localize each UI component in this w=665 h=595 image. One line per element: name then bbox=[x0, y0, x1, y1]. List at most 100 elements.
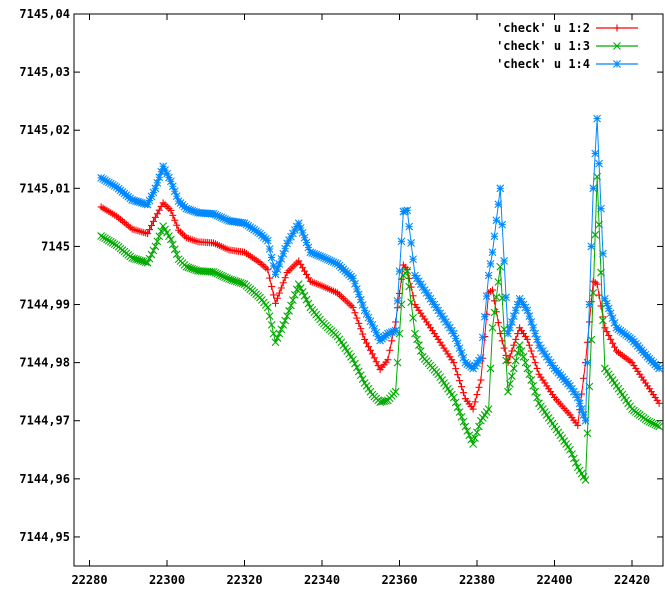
data-point bbox=[459, 389, 467, 397]
data-point bbox=[489, 286, 496, 294]
data-point bbox=[450, 359, 458, 367]
data-point bbox=[352, 363, 361, 372]
data-point bbox=[603, 328, 611, 336]
legend-marker bbox=[613, 24, 621, 32]
legend: 'check' u 1:2 'check' u 1:3 'check' u 1:4 bbox=[496, 21, 638, 71]
legend-label: 'check' u 1:3 bbox=[496, 39, 590, 53]
data-point bbox=[494, 200, 503, 209]
data-point bbox=[409, 314, 417, 322]
data-point bbox=[465, 431, 474, 440]
data-point bbox=[275, 260, 284, 268]
data-point bbox=[496, 330, 504, 338]
data-point bbox=[471, 398, 479, 406]
data-point bbox=[298, 288, 307, 296]
data-point bbox=[597, 302, 605, 310]
data-point bbox=[355, 319, 363, 327]
data-point bbox=[281, 316, 290, 325]
data-point bbox=[289, 296, 297, 305]
data-point bbox=[372, 358, 380, 366]
data-point bbox=[475, 422, 483, 431]
y-tick-label: 7144,97 bbox=[19, 414, 70, 428]
data-point bbox=[587, 335, 596, 344]
data-point bbox=[591, 230, 600, 239]
data-point bbox=[351, 359, 359, 368]
data-point bbox=[268, 283, 276, 291]
data-point bbox=[580, 374, 588, 382]
data-point bbox=[595, 291, 603, 299]
data-point bbox=[405, 282, 414, 291]
data-point bbox=[143, 258, 152, 267]
x-tick-label: 22380 bbox=[459, 573, 495, 587]
data-point bbox=[279, 320, 288, 329]
data-point bbox=[525, 370, 534, 379]
data-point bbox=[370, 354, 378, 362]
y-tick-label: 7145 bbox=[41, 239, 70, 253]
series-line bbox=[100, 118, 660, 421]
data-point bbox=[358, 375, 367, 383]
data-point bbox=[271, 270, 280, 279]
data-point bbox=[471, 434, 479, 443]
data-point bbox=[277, 325, 286, 334]
data-point bbox=[498, 220, 507, 229]
data-point bbox=[386, 346, 394, 354]
data-point bbox=[455, 408, 464, 416]
data-point bbox=[506, 353, 514, 361]
data-point bbox=[473, 391, 481, 399]
axis-ticks: 22280 22300 22320 22340 22360 22380 22400 22420… bbox=[19, 7, 663, 587]
data-point bbox=[458, 383, 465, 391]
data-point bbox=[287, 301, 295, 310]
data-point bbox=[581, 476, 590, 484]
series-2 bbox=[97, 172, 664, 484]
data-point bbox=[507, 372, 516, 381]
data-point bbox=[506, 380, 514, 388]
data-point bbox=[469, 405, 477, 413]
data-point bbox=[302, 295, 311, 304]
data-point bbox=[391, 326, 400, 335]
data-point bbox=[267, 320, 276, 329]
data-point bbox=[469, 440, 478, 448]
data-point bbox=[407, 239, 416, 247]
data-point bbox=[155, 206, 163, 214]
data-point bbox=[393, 297, 402, 305]
data-point bbox=[494, 278, 503, 286]
data-point bbox=[272, 299, 279, 307]
data-point bbox=[513, 349, 522, 357]
data-point bbox=[649, 419, 658, 428]
data-point bbox=[361, 335, 369, 343]
data-point bbox=[589, 289, 598, 297]
data-point bbox=[157, 227, 166, 236]
x-tick-label: 22360 bbox=[381, 573, 417, 587]
data-point bbox=[529, 353, 537, 361]
data-point bbox=[653, 421, 662, 430]
data-point bbox=[388, 337, 396, 345]
data-point bbox=[148, 222, 155, 230]
data-point bbox=[168, 240, 177, 249]
data-point bbox=[475, 383, 483, 391]
legend-marker bbox=[613, 60, 621, 68]
data-point bbox=[436, 309, 445, 318]
data-point bbox=[578, 390, 586, 398]
data-point bbox=[368, 350, 376, 358]
data-point bbox=[531, 359, 539, 367]
data-point bbox=[591, 149, 600, 158]
data-point bbox=[265, 312, 274, 321]
data-point bbox=[521, 358, 530, 367]
data-point bbox=[171, 216, 179, 224]
data-point bbox=[568, 450, 576, 459]
y-tick-label: 7145,01 bbox=[19, 181, 70, 195]
data-point bbox=[146, 226, 154, 234]
data-point bbox=[451, 398, 460, 407]
data-point bbox=[151, 213, 159, 221]
data-point bbox=[281, 274, 289, 282]
data-point bbox=[283, 312, 292, 321]
data-point bbox=[300, 291, 309, 300]
data-point bbox=[531, 387, 540, 396]
legend-label: 'check' u 1:4 bbox=[496, 57, 590, 71]
data-point bbox=[566, 445, 574, 454]
data-point bbox=[407, 298, 416, 307]
data-point bbox=[523, 335, 531, 343]
data-point bbox=[496, 184, 505, 193]
data-point bbox=[403, 266, 412, 275]
x-tick-label: 22300 bbox=[149, 573, 185, 587]
data-point bbox=[173, 221, 181, 229]
